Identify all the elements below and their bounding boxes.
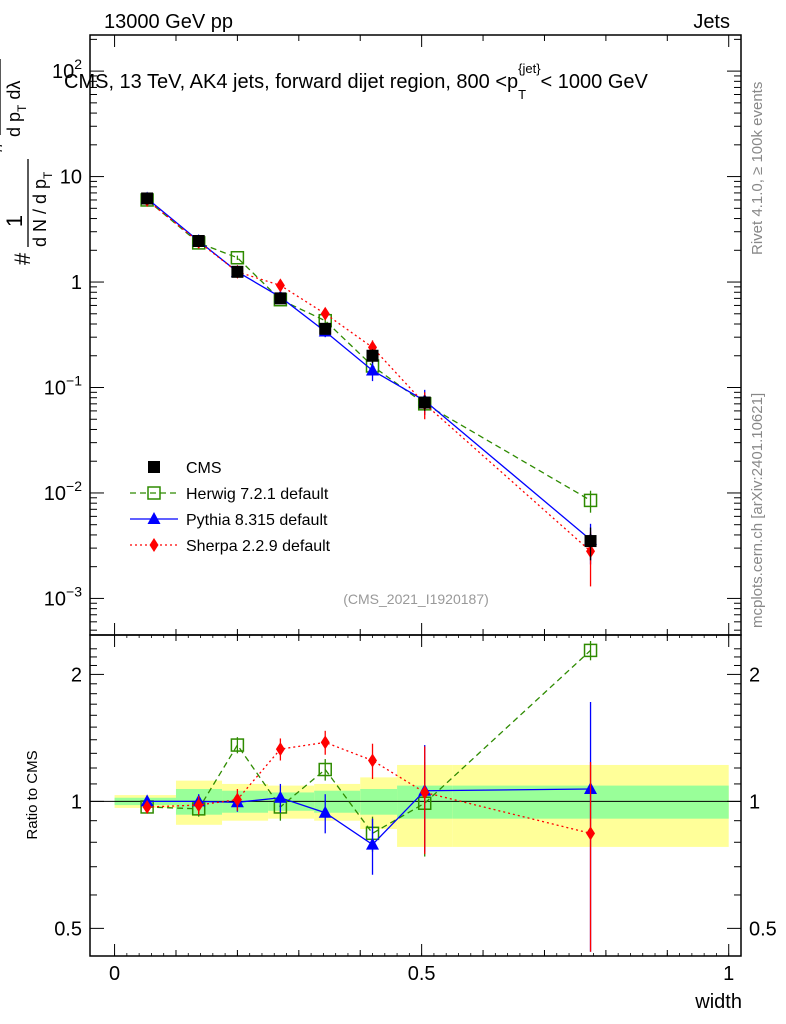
legend-marker-herwig bbox=[147, 486, 161, 500]
ylabel-hash1: # bbox=[10, 252, 35, 265]
pythia-ratio-point-4 bbox=[318, 805, 332, 818]
ratio-y-tick-label: 1 bbox=[71, 791, 82, 813]
legend: CMS Herwig 7.2.1 default Pythia 8.315 defa… bbox=[130, 460, 331, 555]
title-p: p bbox=[507, 71, 518, 93]
ylabel-frac1-den-sub: T bbox=[41, 171, 55, 179]
legend-label-herwig: Herwig 7.2.1 default bbox=[186, 486, 329, 503]
ylabel-frac1-den: d N / d pT bbox=[30, 171, 55, 247]
ratio-y-tick-label-right: 0.5 bbox=[749, 918, 777, 940]
ylabel-frac2-den: d pT dλ bbox=[4, 81, 29, 137]
sherpa-ratio-point-5 bbox=[368, 753, 378, 768]
cms-main-point-7 bbox=[584, 535, 597, 548]
pythia-main-line bbox=[146, 197, 591, 541]
x-tick-label: 1 bbox=[723, 963, 734, 985]
ylabel-frac2-den-text: d p bbox=[4, 112, 24, 137]
herwig-main-point-7 bbox=[583, 493, 598, 508]
sherpa-ratio-point-3 bbox=[275, 742, 285, 757]
sherpa-main-line bbox=[146, 199, 591, 552]
rivet-version-label: Rivet 4.1.0, ≥ 100k events bbox=[749, 82, 766, 255]
sherpa-ratio-point-1 bbox=[194, 798, 204, 813]
tick-base: 10 bbox=[52, 61, 74, 83]
category-label: Jets bbox=[693, 11, 730, 33]
tick-base: 10 bbox=[44, 588, 66, 610]
title-suffix: < 1000 GeV bbox=[541, 71, 649, 93]
cms-main-point-5 bbox=[366, 349, 379, 362]
main-ylabel: # 1 d N / d pT # d2N d pT dλ bbox=[0, 59, 55, 265]
legend-marker-pythia bbox=[147, 512, 161, 524]
ratio-y-tick-label-right: 2 bbox=[749, 664, 760, 686]
ylabel-frac1-num: 1 bbox=[2, 215, 27, 227]
legend-label-sherpa: Sherpa 2.2.9 default bbox=[186, 538, 331, 555]
main-y-tick-label: 102 bbox=[52, 56, 82, 83]
tick-exp: −3 bbox=[66, 583, 82, 599]
herwig-ratio-line bbox=[147, 649, 591, 835]
ratio-panel-frame bbox=[89, 634, 742, 957]
herwig-main-point-2 bbox=[230, 250, 245, 265]
pythia-main-point-5 bbox=[366, 363, 380, 376]
ylabel-hash2: # bbox=[0, 140, 7, 153]
mcplots-label: mcplots.cern.ch [arXiv:2401.10621] bbox=[749, 393, 766, 628]
main-y-tick-label: 1 bbox=[71, 272, 82, 294]
herwig-ratio-point-2 bbox=[230, 738, 245, 752]
x-axis-label: width bbox=[694, 991, 742, 1013]
tick-exp: −2 bbox=[66, 478, 82, 494]
ylabel-frac2-den-tail: dλ bbox=[4, 81, 24, 105]
x-tick-label: 0 bbox=[109, 963, 120, 985]
sherpa-main-point-3 bbox=[275, 278, 285, 293]
main-y-tick-label: 10−1 bbox=[44, 373, 82, 400]
herwig-ratio-point-7 bbox=[583, 643, 598, 658]
cms-main-point-4 bbox=[319, 322, 332, 335]
ratio-y-tick-label-right: 1 bbox=[749, 791, 760, 813]
herwig-ratio-point-4 bbox=[318, 762, 332, 777]
ylabel-frac2-den-sub: T bbox=[15, 104, 29, 112]
cms-main-point-1 bbox=[192, 234, 205, 247]
analysis-id-label: (CMS_2021_I1920187) bbox=[343, 591, 489, 607]
sherpa-ratio-point-0 bbox=[142, 799, 152, 814]
ratio-ylabel: Ratio to CMS bbox=[24, 750, 41, 839]
energy-label: 13000 GeV pp bbox=[104, 11, 233, 33]
legend-label-cms: CMS bbox=[186, 460, 222, 477]
sherpa-ratio-point-6 bbox=[420, 785, 430, 800]
tick-exp: −1 bbox=[66, 373, 82, 389]
x-tick-label: 0.5 bbox=[408, 963, 436, 985]
pythia-ratio-point-5 bbox=[366, 837, 380, 850]
legend-marker-sherpa bbox=[149, 538, 159, 552]
tick-exp: 2 bbox=[74, 56, 82, 72]
main-series-layer bbox=[140, 191, 598, 587]
legend-label-pythia: Pythia 8.315 default bbox=[186, 512, 328, 529]
title-sup: {jet} bbox=[518, 61, 541, 76]
plot-title: CMS, 13 TeV, AK4 jets, forward dijet reg… bbox=[64, 61, 649, 102]
main-y-tick-label: 10−3 bbox=[44, 583, 82, 610]
title-prefix: CMS, 13 TeV, AK4 jets, forward dijet reg… bbox=[64, 71, 507, 93]
sherpa-main-point-4 bbox=[320, 306, 330, 321]
tick-base: 10 bbox=[44, 483, 66, 505]
cms-main-point-3 bbox=[274, 292, 287, 305]
ratio-series-layer bbox=[140, 641, 598, 952]
ratio-y-tick-label: 0.5 bbox=[54, 918, 82, 940]
cms-main-point-6 bbox=[418, 396, 431, 409]
ylabel-frac1-den-text: d N / d p bbox=[30, 179, 50, 247]
ratio-y-tick-label: 2 bbox=[71, 664, 82, 686]
cms-main-point-0 bbox=[141, 192, 154, 205]
main-y-tick-label: 10 bbox=[60, 167, 82, 189]
legend-marker-cms bbox=[148, 461, 160, 473]
pythia-ratio-point-3 bbox=[273, 790, 287, 803]
sherpa-ratio-point-4 bbox=[320, 735, 330, 750]
sherpa-ratio-point-2 bbox=[232, 792, 242, 807]
tick-base: 10 bbox=[44, 378, 66, 400]
pythia-ratio-line bbox=[147, 788, 591, 846]
ratio-uncertainty-bands bbox=[114, 764, 729, 847]
title-sub: T bbox=[518, 87, 526, 102]
cms-main-point-2 bbox=[231, 265, 244, 278]
main-y-tick-label: 10−2 bbox=[44, 478, 82, 505]
sherpa-ratio-point-7 bbox=[586, 826, 596, 841]
